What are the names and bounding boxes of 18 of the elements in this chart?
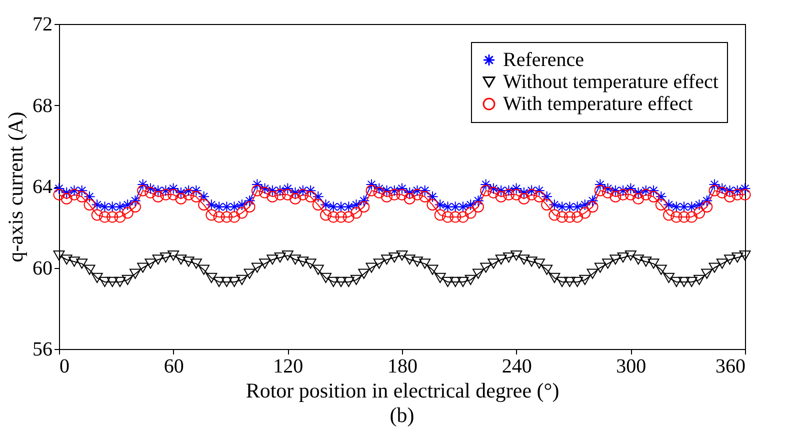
y-tick-label: 68	[32, 94, 52, 117]
x-tick-label: 0	[60, 356, 70, 378]
legend-label: Without temperature effect	[503, 71, 719, 93]
y-tick-label: 56	[32, 338, 52, 360]
legend-label: With temperature effect	[503, 93, 694, 115]
x-tick-label: 60	[164, 356, 184, 378]
y-tick-label: 60	[32, 257, 52, 280]
y-axis-title: q-axis current (A)	[4, 112, 28, 262]
y-tick-label: 64	[32, 176, 52, 198]
y-tick-label: 72	[32, 14, 52, 36]
legend-label: Reference	[503, 49, 584, 71]
x-tick-label: 300	[616, 356, 646, 378]
x-tick-label: 240	[502, 356, 532, 378]
text: (b)	[390, 403, 414, 427]
x-tick-label: 180	[388, 356, 418, 378]
x-tick-label: 360	[716, 356, 746, 378]
x-axis-title: Rotor position in electrical degree (°)	[246, 378, 560, 402]
x-tick-label: 120	[273, 356, 304, 378]
